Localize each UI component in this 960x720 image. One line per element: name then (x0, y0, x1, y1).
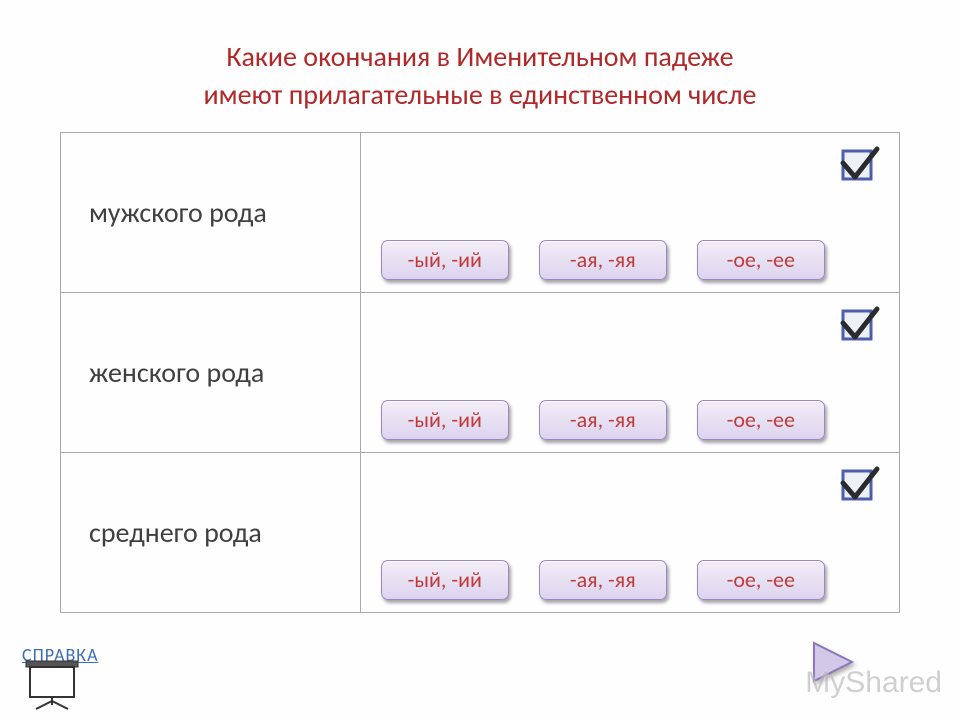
option-button-oe-ee[interactable]: -ое, -ее (697, 560, 825, 600)
title-line-1: Какие окончания в Именительном падеже (0, 38, 960, 76)
table-row: мужского рода -ый, -ий -ая, -яя -ое, -ее (61, 132, 900, 292)
title-area: Какие окончания в Именительном падеже им… (0, 0, 960, 124)
option-button-aya-yaya[interactable]: -ая, -яя (539, 240, 667, 280)
row-options-feminine: -ый, -ий -ая, -яя -ое, -ее (360, 292, 899, 452)
title-line-2: имеют прилагательные в единственном числ… (0, 76, 960, 114)
option-button-yy-iy[interactable]: -ый, -ий (381, 400, 509, 440)
endings-table: мужского рода -ый, -ий -ая, -яя -ое, -ее… (60, 132, 900, 613)
options-row: -ый, -ий -ая, -яя -ое, -ее (381, 240, 825, 280)
option-button-yy-iy[interactable]: -ый, -ий (381, 240, 509, 280)
checkmark-icon (837, 143, 881, 192)
options-row: -ый, -ий -ая, -яя -ое, -ее (381, 560, 825, 600)
option-button-oe-ee[interactable]: -ое, -ее (697, 400, 825, 440)
checkmark-icon (837, 303, 881, 352)
option-button-oe-ee[interactable]: -ое, -ее (697, 240, 825, 280)
footer: СПРАВКА MyShared (0, 620, 960, 720)
option-button-yy-iy[interactable]: -ый, -ий (381, 560, 509, 600)
row-label-neuter: среднего рода (61, 452, 361, 612)
row-options-masculine: -ый, -ий -ая, -яя -ое, -ее (360, 132, 899, 292)
table-row: женского рода -ый, -ий -ая, -яя -ое, -ее (61, 292, 900, 452)
option-button-aya-yaya[interactable]: -ая, -яя (539, 560, 667, 600)
option-button-aya-yaya[interactable]: -ая, -яя (539, 400, 667, 440)
row-options-neuter: -ый, -ий -ая, -яя -ое, -ее (360, 452, 899, 612)
projector-screen-icon (22, 659, 86, 716)
table-row: среднего рода -ый, -ий -ая, -яя -ое, -ее (61, 452, 900, 612)
row-label-masculine: мужского рода (61, 132, 361, 292)
row-label-feminine: женского рода (61, 292, 361, 452)
checkmark-icon (837, 463, 881, 512)
options-row: -ый, -ий -ая, -яя -ое, -ее (381, 400, 825, 440)
watermark-text: MyShared (805, 666, 942, 700)
